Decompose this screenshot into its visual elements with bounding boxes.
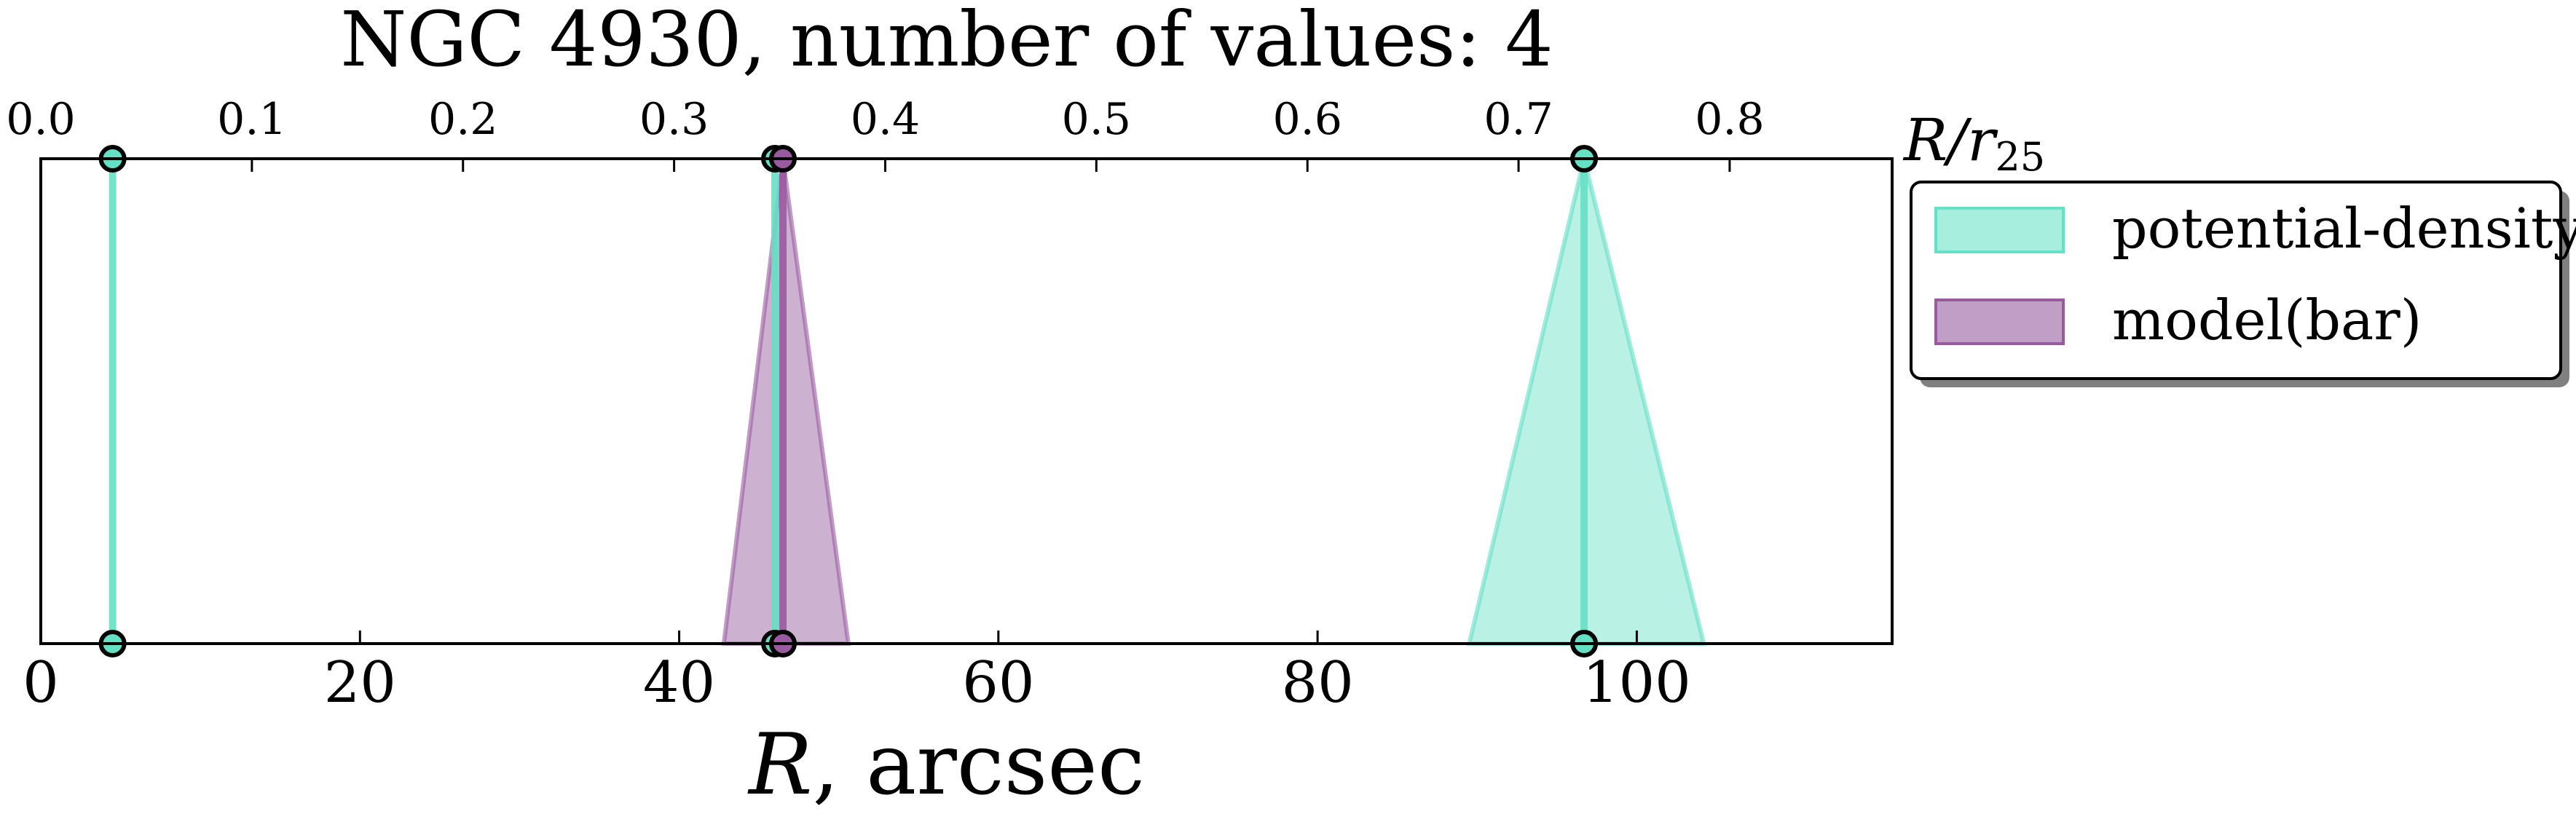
top-tick-label-0.6: 0.6: [1272, 94, 1342, 145]
x-axis-label: R, arcsec: [747, 716, 1145, 814]
plot-markers: [98, 145, 1599, 657]
top-axis-label-sub: 25: [1995, 134, 2045, 180]
top-tick-label-0.7: 0.7: [1484, 94, 1553, 145]
top-tick-label-0.3: 0.3: [639, 94, 709, 145]
top-axis: 0.0 0.1 0.2 0.3 0.4 0.5 0.6 0.7 0.8: [6, 94, 1765, 172]
legend-label-model-bar: model(bar): [2112, 288, 2422, 352]
top-tick-label-0.0: 0.0: [6, 94, 75, 145]
bottom-tick-label-20: 20: [324, 650, 396, 716]
legend-label-potential-density: potential-density: [2112, 196, 2576, 261]
bottom-tick-label-40: 40: [643, 650, 715, 716]
legend-swatch-model-bar: [1934, 299, 2065, 345]
top-tick-label-0.8: 0.8: [1695, 94, 1764, 145]
plot-lines: [109, 159, 1588, 644]
bottom-tick-label-0: 0: [23, 650, 59, 716]
bottom-axis: 0 20 40 60 80 100: [23, 631, 1691, 716]
plot-frame: [39, 157, 1894, 645]
x-axis-label-unit: , arcsec: [812, 716, 1144, 814]
bottom-tick-label-60: 60: [962, 650, 1034, 716]
x-axis-label-symbol: R: [747, 716, 812, 814]
top-tick-label-0.1: 0.1: [217, 94, 286, 145]
legend-swatch-potential-density: [1934, 207, 2065, 253]
top-axis-label: R/r25: [1902, 106, 2045, 180]
legend-box: [1910, 181, 2562, 380]
top-tick-label-0.2: 0.2: [428, 94, 497, 145]
chart-title: NGC 4930, number of values: 4: [340, 0, 1553, 84]
bottom-tick-label-80: 80: [1281, 650, 1353, 716]
top-axis-label-main: R/r: [1902, 106, 1998, 174]
bottom-tick-label-100: 100: [1583, 650, 1691, 716]
plot-areas: [721, 158, 1707, 646]
legend: potential-density model(bar): [1910, 181, 2576, 387]
top-tick-label-0.4: 0.4: [851, 94, 920, 145]
top-tick-label-0.5: 0.5: [1062, 94, 1131, 145]
